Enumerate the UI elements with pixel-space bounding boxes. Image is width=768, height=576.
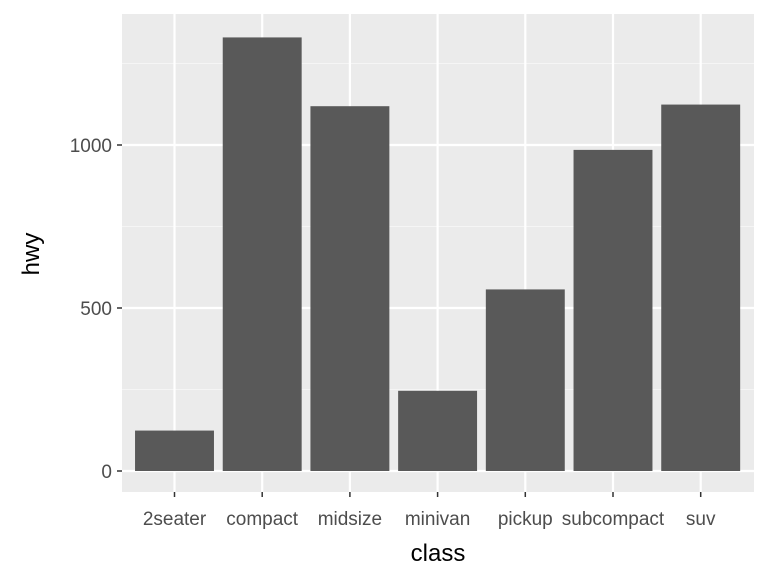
x-tick-label: suv	[686, 509, 716, 530]
x-tick-label: compact	[226, 509, 299, 530]
y-tick-label: 0	[101, 462, 112, 483]
y-axis: 0 500 1000	[70, 136, 122, 483]
x-tick-label: minivan	[405, 509, 470, 530]
y-axis-title: hwy	[18, 233, 45, 276]
bar-2seater	[135, 430, 214, 471]
x-tick-label: midsize	[318, 509, 382, 530]
y-tick-label: 1000	[70, 136, 112, 157]
bar-minivan	[398, 390, 478, 471]
x-axis-title: class	[411, 540, 466, 567]
bars	[135, 37, 741, 472]
x-tick-label: pickup	[498, 509, 553, 530]
bar-compact	[222, 37, 302, 472]
bar-suv	[661, 104, 741, 472]
bar-pickup	[485, 289, 565, 471]
x-tick-label: 2seater	[143, 509, 207, 530]
y-tick-label: 500	[80, 299, 112, 320]
x-axis: 2seater compact midsize minivan pickup subcom…	[143, 492, 716, 530]
bar-midsize	[310, 106, 390, 472]
bar-subcompact	[573, 149, 653, 471]
x-tick-label: subcompact	[562, 509, 665, 530]
